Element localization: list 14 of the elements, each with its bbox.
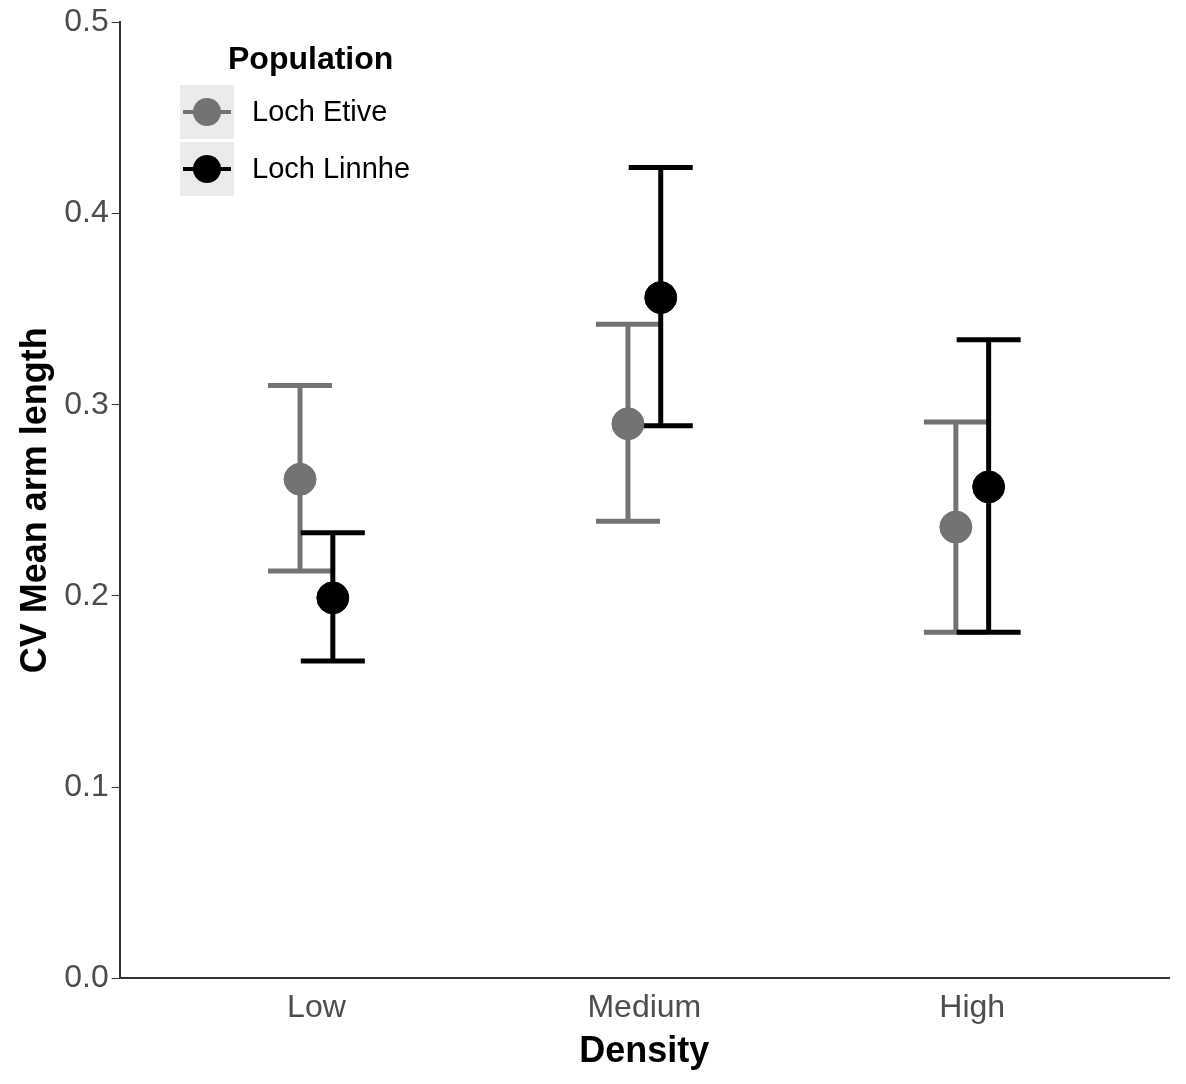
legend-label: Loch Etive	[252, 95, 388, 128]
x-tick-label: Low	[287, 988, 347, 1025]
legend-label: Loch Linnhe	[252, 152, 411, 185]
y-tick-label: 0.1	[64, 766, 109, 803]
legend-title: Population	[228, 40, 395, 77]
y-tick-label: 0.4	[64, 193, 109, 230]
y-tick-label: 0.2	[64, 575, 109, 612]
x-tick-label: High	[939, 988, 1006, 1025]
y-tick-label: 0.0	[64, 958, 109, 995]
y-tick-label: 0.3	[64, 384, 109, 421]
x-axis-title: Density	[579, 1029, 710, 1071]
y-axis-title: CV Mean arm length	[12, 327, 54, 674]
x-tick-label: Medium	[587, 988, 702, 1025]
y-tick-label: 0.5	[64, 2, 109, 39]
